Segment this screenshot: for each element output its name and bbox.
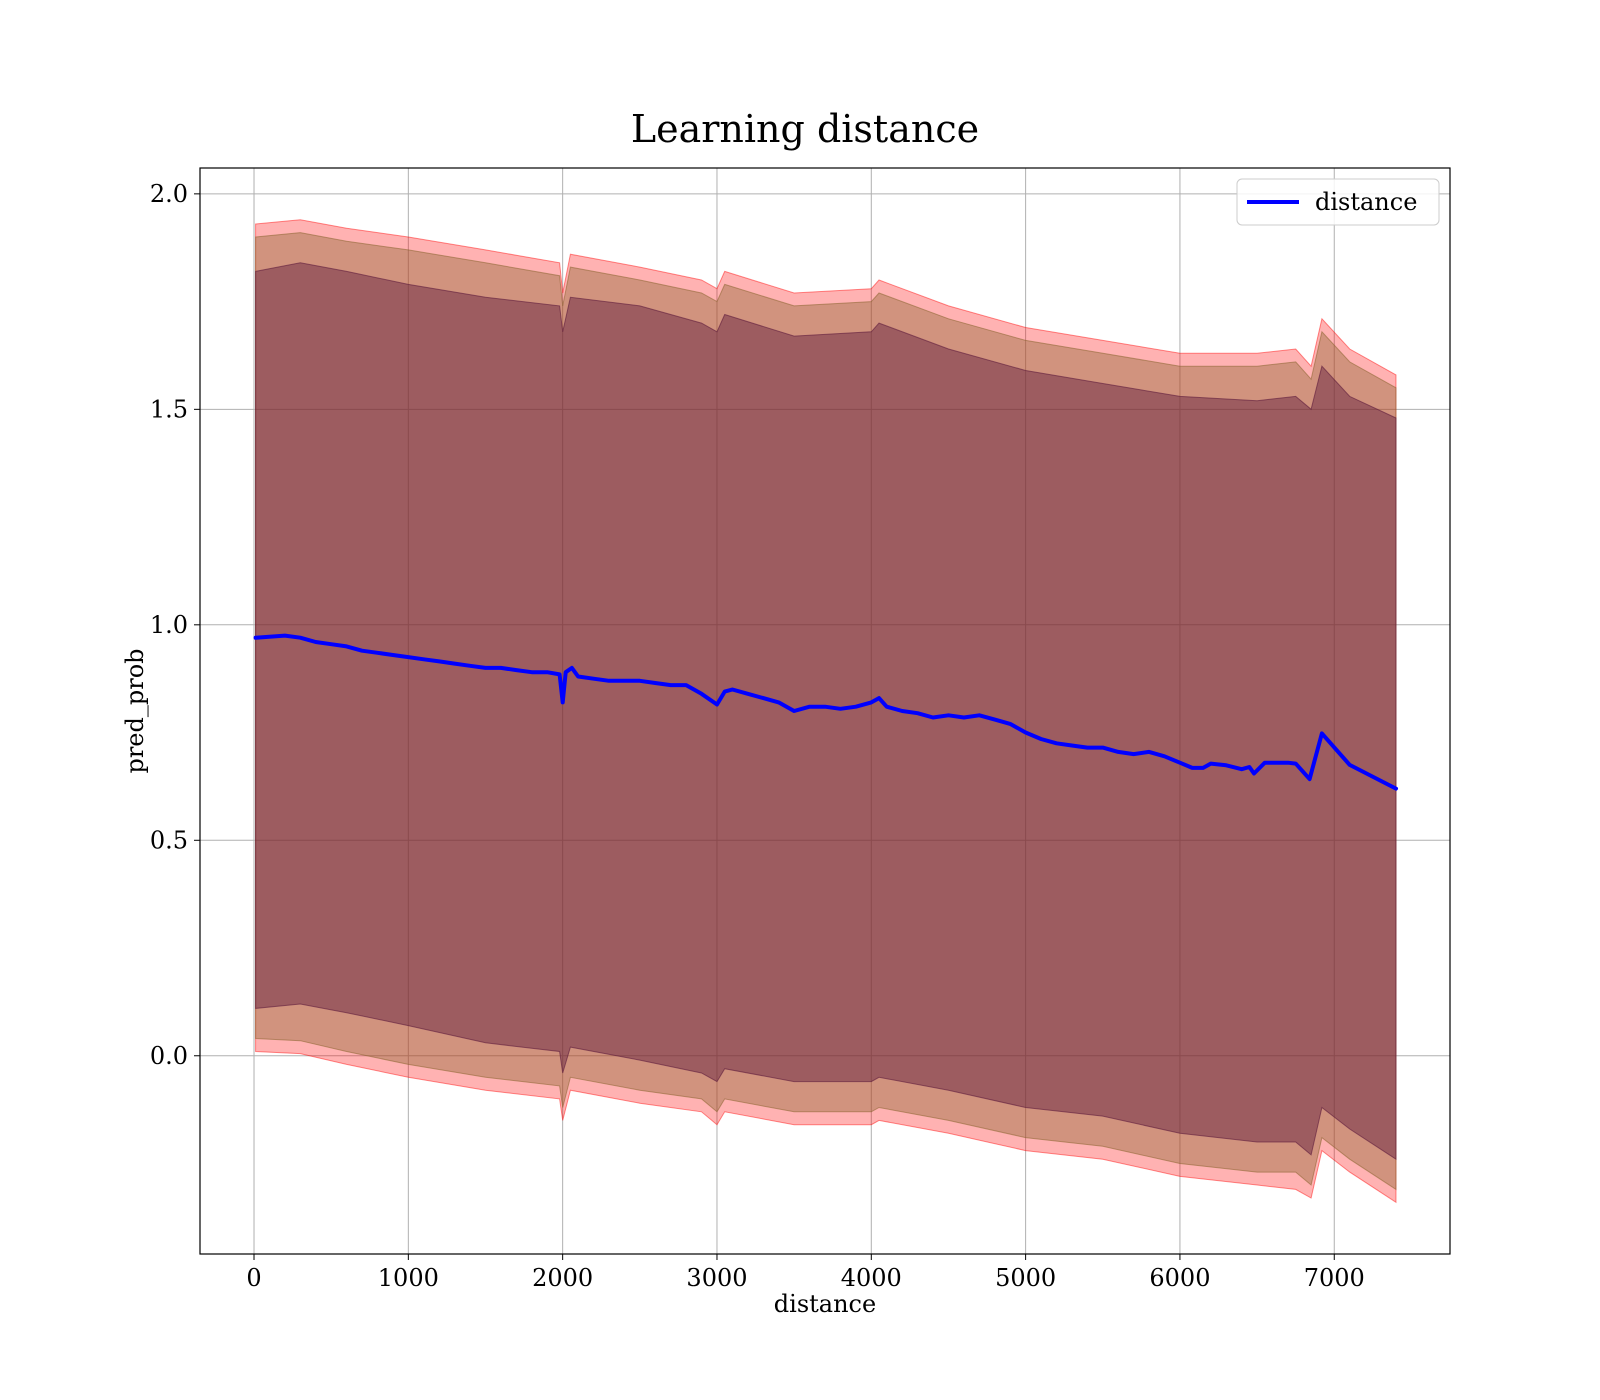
confidence-band [255,232,1397,1191]
y-tick-label: 0.5 [150,826,188,854]
x-tick-label: 3000 [686,1264,747,1292]
legend: distance [1236,178,1440,226]
axis-ticks: 0 1000 2000 3000 4000 5000 6000 7000 0.0 0.5 1.0 1.… [150,180,1365,1292]
plot-frame [199,167,1451,1255]
x-tick-label: 2000 [532,1264,593,1292]
series-line-distance [253,633,1398,791]
y-axis-label: pred_prob [121,648,149,773]
series-lines [253,633,1398,791]
y-tick-label: 0.0 [150,1042,188,1070]
confidence-band [255,219,1397,1204]
x-tick-label: 5000 [995,1264,1056,1292]
confidence-bands [255,219,1397,1204]
legend-label: distance [1315,188,1417,216]
y-tick-label: 1.5 [150,395,188,423]
x-tick-label: 4000 [841,1264,902,1292]
y-tick-label: 1.0 [150,611,188,639]
x-tick-label: 0 [246,1264,261,1292]
legend-box [1236,178,1440,226]
x-axis-label: distance [774,1290,876,1318]
grid [200,168,1450,1254]
chart-title: Learning distance [631,107,979,151]
x-tick-label: 1000 [378,1264,439,1292]
x-tick-label: 6000 [1149,1264,1210,1292]
x-tick-label: 7000 [1304,1264,1365,1292]
confidence-band [255,262,1397,1161]
y-tick-label: 2.0 [150,180,188,208]
